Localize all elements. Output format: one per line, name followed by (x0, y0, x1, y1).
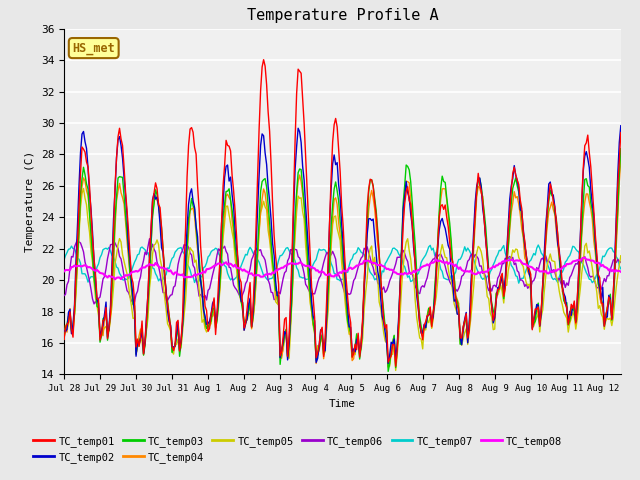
Text: HS_met: HS_met (72, 42, 115, 55)
Line: TC_temp01: TC_temp01 (64, 60, 621, 366)
TC_temp08 (132, 268, 140, 274)
TC_temp03 (617, 146, 625, 152)
TC_temp06 (617, 259, 625, 265)
TC_temp06 (132, 291, 140, 297)
TC_temp08 (470, 271, 477, 276)
Title: Temperature Profile A: Temperature Profile A (246, 9, 438, 24)
TC_temp05 (617, 253, 625, 259)
TC_temp03 (60, 333, 68, 338)
TC_temp03 (344, 318, 351, 324)
TC_temp04 (344, 314, 351, 320)
TC_temp01 (472, 210, 479, 216)
TC_temp05 (153, 237, 161, 243)
TC_temp08 (111, 276, 119, 282)
TC_temp02 (152, 196, 159, 202)
TC_temp08 (249, 272, 257, 278)
TC_temp02 (344, 305, 351, 311)
TC_temp06 (93, 302, 101, 308)
TC_temp07 (152, 271, 159, 276)
TC_temp07 (344, 269, 351, 275)
TC_temp07 (131, 259, 138, 265)
TC_temp02 (617, 123, 625, 129)
Line: TC_temp07: TC_temp07 (64, 245, 621, 283)
TC_temp01 (60, 336, 68, 342)
TC_temp02 (385, 360, 392, 366)
TC_temp02 (60, 328, 68, 334)
TC_temp05 (132, 351, 140, 357)
TC_temp01 (260, 57, 268, 62)
TC_temp05 (392, 368, 399, 373)
TC_temp06 (608, 262, 616, 268)
TC_temp05 (79, 186, 87, 192)
TC_temp04 (60, 336, 68, 342)
TC_temp04 (248, 326, 255, 332)
TC_temp05 (608, 323, 616, 328)
TC_temp03 (248, 324, 255, 330)
TC_temp07 (248, 247, 255, 252)
TC_temp01 (248, 324, 255, 330)
TC_temp05 (249, 316, 257, 322)
TC_temp01 (392, 363, 399, 369)
TC_temp07 (608, 245, 616, 251)
TC_temp04 (385, 364, 392, 370)
TC_temp02 (470, 227, 477, 233)
TC_temp02 (607, 296, 614, 302)
TC_temp06 (155, 264, 163, 269)
Line: TC_temp03: TC_temp03 (64, 149, 621, 372)
TC_temp08 (608, 268, 616, 274)
TC_temp01 (617, 130, 625, 135)
TC_temp03 (385, 369, 392, 374)
TC_temp02 (131, 310, 138, 316)
TC_temp03 (470, 240, 477, 246)
TC_temp07 (468, 254, 476, 260)
TC_temp07 (515, 280, 523, 286)
Line: TC_temp08: TC_temp08 (64, 258, 621, 279)
TC_temp04 (617, 156, 625, 162)
TC_temp04 (470, 246, 477, 252)
TC_temp08 (579, 255, 587, 261)
TC_temp04 (131, 308, 138, 314)
TC_temp08 (60, 269, 68, 275)
TC_temp06 (146, 236, 154, 241)
Line: TC_temp02: TC_temp02 (64, 126, 621, 363)
TC_temp06 (472, 252, 479, 257)
TC_temp01 (608, 316, 616, 322)
Line: TC_temp06: TC_temp06 (64, 239, 621, 305)
TC_temp08 (617, 269, 625, 275)
TC_temp03 (152, 187, 159, 192)
TC_temp03 (607, 291, 614, 297)
TC_temp07 (60, 257, 68, 263)
X-axis label: Time: Time (329, 399, 356, 408)
TC_temp08 (153, 262, 161, 268)
TC_temp06 (60, 293, 68, 299)
TC_temp01 (131, 297, 138, 303)
TC_temp01 (152, 180, 159, 186)
TC_temp05 (472, 262, 479, 267)
TC_temp04 (152, 193, 159, 199)
Legend: TC_temp01, TC_temp02, TC_temp03, TC_temp04, TC_temp05, TC_temp06, TC_temp07, TC_: TC_temp01, TC_temp02, TC_temp03, TC_temp… (29, 432, 566, 467)
TC_temp07 (534, 242, 542, 248)
Y-axis label: Temperature (C): Temperature (C) (25, 151, 35, 252)
TC_temp01 (346, 311, 353, 317)
TC_temp03 (131, 303, 138, 309)
Line: TC_temp04: TC_temp04 (64, 159, 621, 367)
TC_temp07 (617, 266, 625, 272)
TC_temp05 (60, 335, 68, 340)
TC_temp06 (251, 248, 259, 254)
TC_temp04 (607, 300, 614, 305)
TC_temp05 (346, 331, 353, 337)
TC_temp08 (346, 265, 353, 271)
Line: TC_temp05: TC_temp05 (64, 189, 621, 371)
TC_temp02 (248, 324, 255, 329)
TC_temp06 (347, 291, 355, 297)
